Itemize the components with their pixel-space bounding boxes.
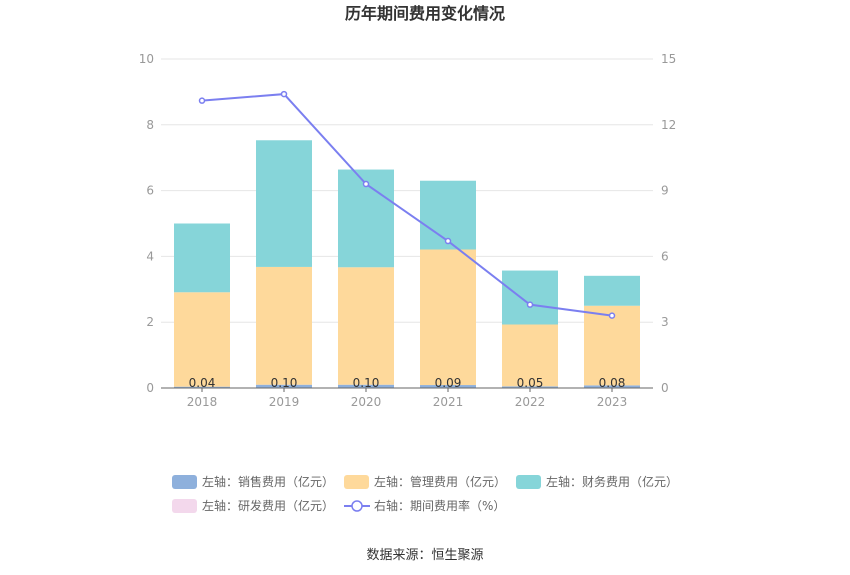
data-label: 0.05 — [517, 376, 544, 390]
left-tick-label: 0 — [146, 381, 154, 395]
x-tick-label: 2022 — [515, 395, 546, 409]
bar-segment — [584, 275, 640, 306]
bars-group — [174, 140, 640, 388]
x-axis: 2018 2019 2020 2021 2022 2023 — [161, 387, 653, 409]
rate-line-group — [198, 90, 616, 319]
bar-segment — [420, 385, 476, 388]
bar-segment — [256, 266, 312, 385]
bar-segment — [174, 386, 230, 388]
grid-lines — [161, 58, 653, 323]
bar-segment — [338, 384, 394, 388]
right-tick-label: 6 — [661, 249, 669, 263]
rate-point — [362, 180, 370, 188]
legend-swatch[interactable] — [344, 475, 369, 489]
data-label: 0.10 — [271, 376, 298, 390]
data-label: 0.08 — [599, 376, 626, 390]
left-tick-label: 2 — [146, 315, 154, 329]
bar-segment — [502, 270, 558, 325]
x-tick-label: 2019 — [269, 395, 300, 409]
bar-segment — [584, 385, 640, 388]
right-tick-label: 3 — [661, 315, 669, 329]
rate-point — [608, 312, 616, 319]
legend-marker-symbol[interactable] — [351, 500, 363, 512]
rate-point — [444, 237, 452, 245]
x-tick-label: 2020 — [351, 395, 382, 409]
rate-point — [526, 301, 534, 308]
legend-swatch[interactable] — [172, 499, 197, 513]
legend-label[interactable]: 左轴：研发费用（亿元） — [202, 498, 334, 513]
legend-swatch[interactable] — [516, 475, 541, 489]
rate-line — [201, 93, 613, 317]
bar-segment — [338, 267, 394, 385]
data-source: 数据来源：恒生聚源 — [366, 548, 483, 563]
legend-label[interactable]: 左轴：管理费用（亿元） — [374, 474, 506, 489]
right-tick-label: 9 — [661, 184, 669, 198]
bar-segment — [502, 324, 558, 387]
data-label: 0.09 — [435, 376, 462, 390]
x-tick-label: 2021 — [433, 395, 464, 409]
chart-title: 历年期间费用变化情况 — [345, 4, 505, 23]
bar-segment — [174, 223, 230, 293]
data-labels: 0.04 0.10 0.10 0.09 0.05 0.08 — [189, 376, 626, 390]
left-tick-label: 10 — [139, 52, 154, 66]
legend-swatch[interactable] — [172, 475, 197, 489]
bar-segment — [502, 386, 558, 388]
left-tick-label: 8 — [146, 118, 154, 132]
right-tick-label: 12 — [661, 118, 676, 132]
data-label: 0.04 — [189, 376, 216, 390]
legend: 左轴：销售费用（亿元） 左轴：管理费用（亿元） 左轴：财务费用（亿元） 左轴：研发费用… — [172, 474, 678, 513]
x-tick-label: 2023 — [597, 395, 628, 409]
rate-point — [280, 90, 288, 98]
x-tick-label: 2018 — [187, 395, 218, 409]
data-label: 0.10 — [353, 376, 380, 390]
bar-segment — [420, 249, 476, 386]
legend-label[interactable]: 左轴：销售费用（亿元） — [202, 474, 334, 489]
bar-segment — [256, 384, 312, 388]
left-tick-label: 6 — [146, 184, 154, 198]
left-axis: 0 2 4 6 8 10 — [139, 52, 154, 395]
rate-point — [198, 97, 206, 104]
right-tick-label: 15 — [661, 52, 676, 66]
bar-segment — [584, 305, 640, 386]
bar-segment — [256, 140, 312, 267]
bar-segment — [174, 292, 230, 387]
legend-label[interactable]: 右轴：期间费用率（%） — [374, 498, 505, 513]
right-axis: 0 3 6 9 12 15 — [661, 52, 676, 395]
legend-label[interactable]: 左轴：财务费用（亿元） — [546, 474, 678, 489]
right-tick-label: 0 — [661, 381, 669, 395]
left-tick-label: 4 — [146, 249, 154, 263]
